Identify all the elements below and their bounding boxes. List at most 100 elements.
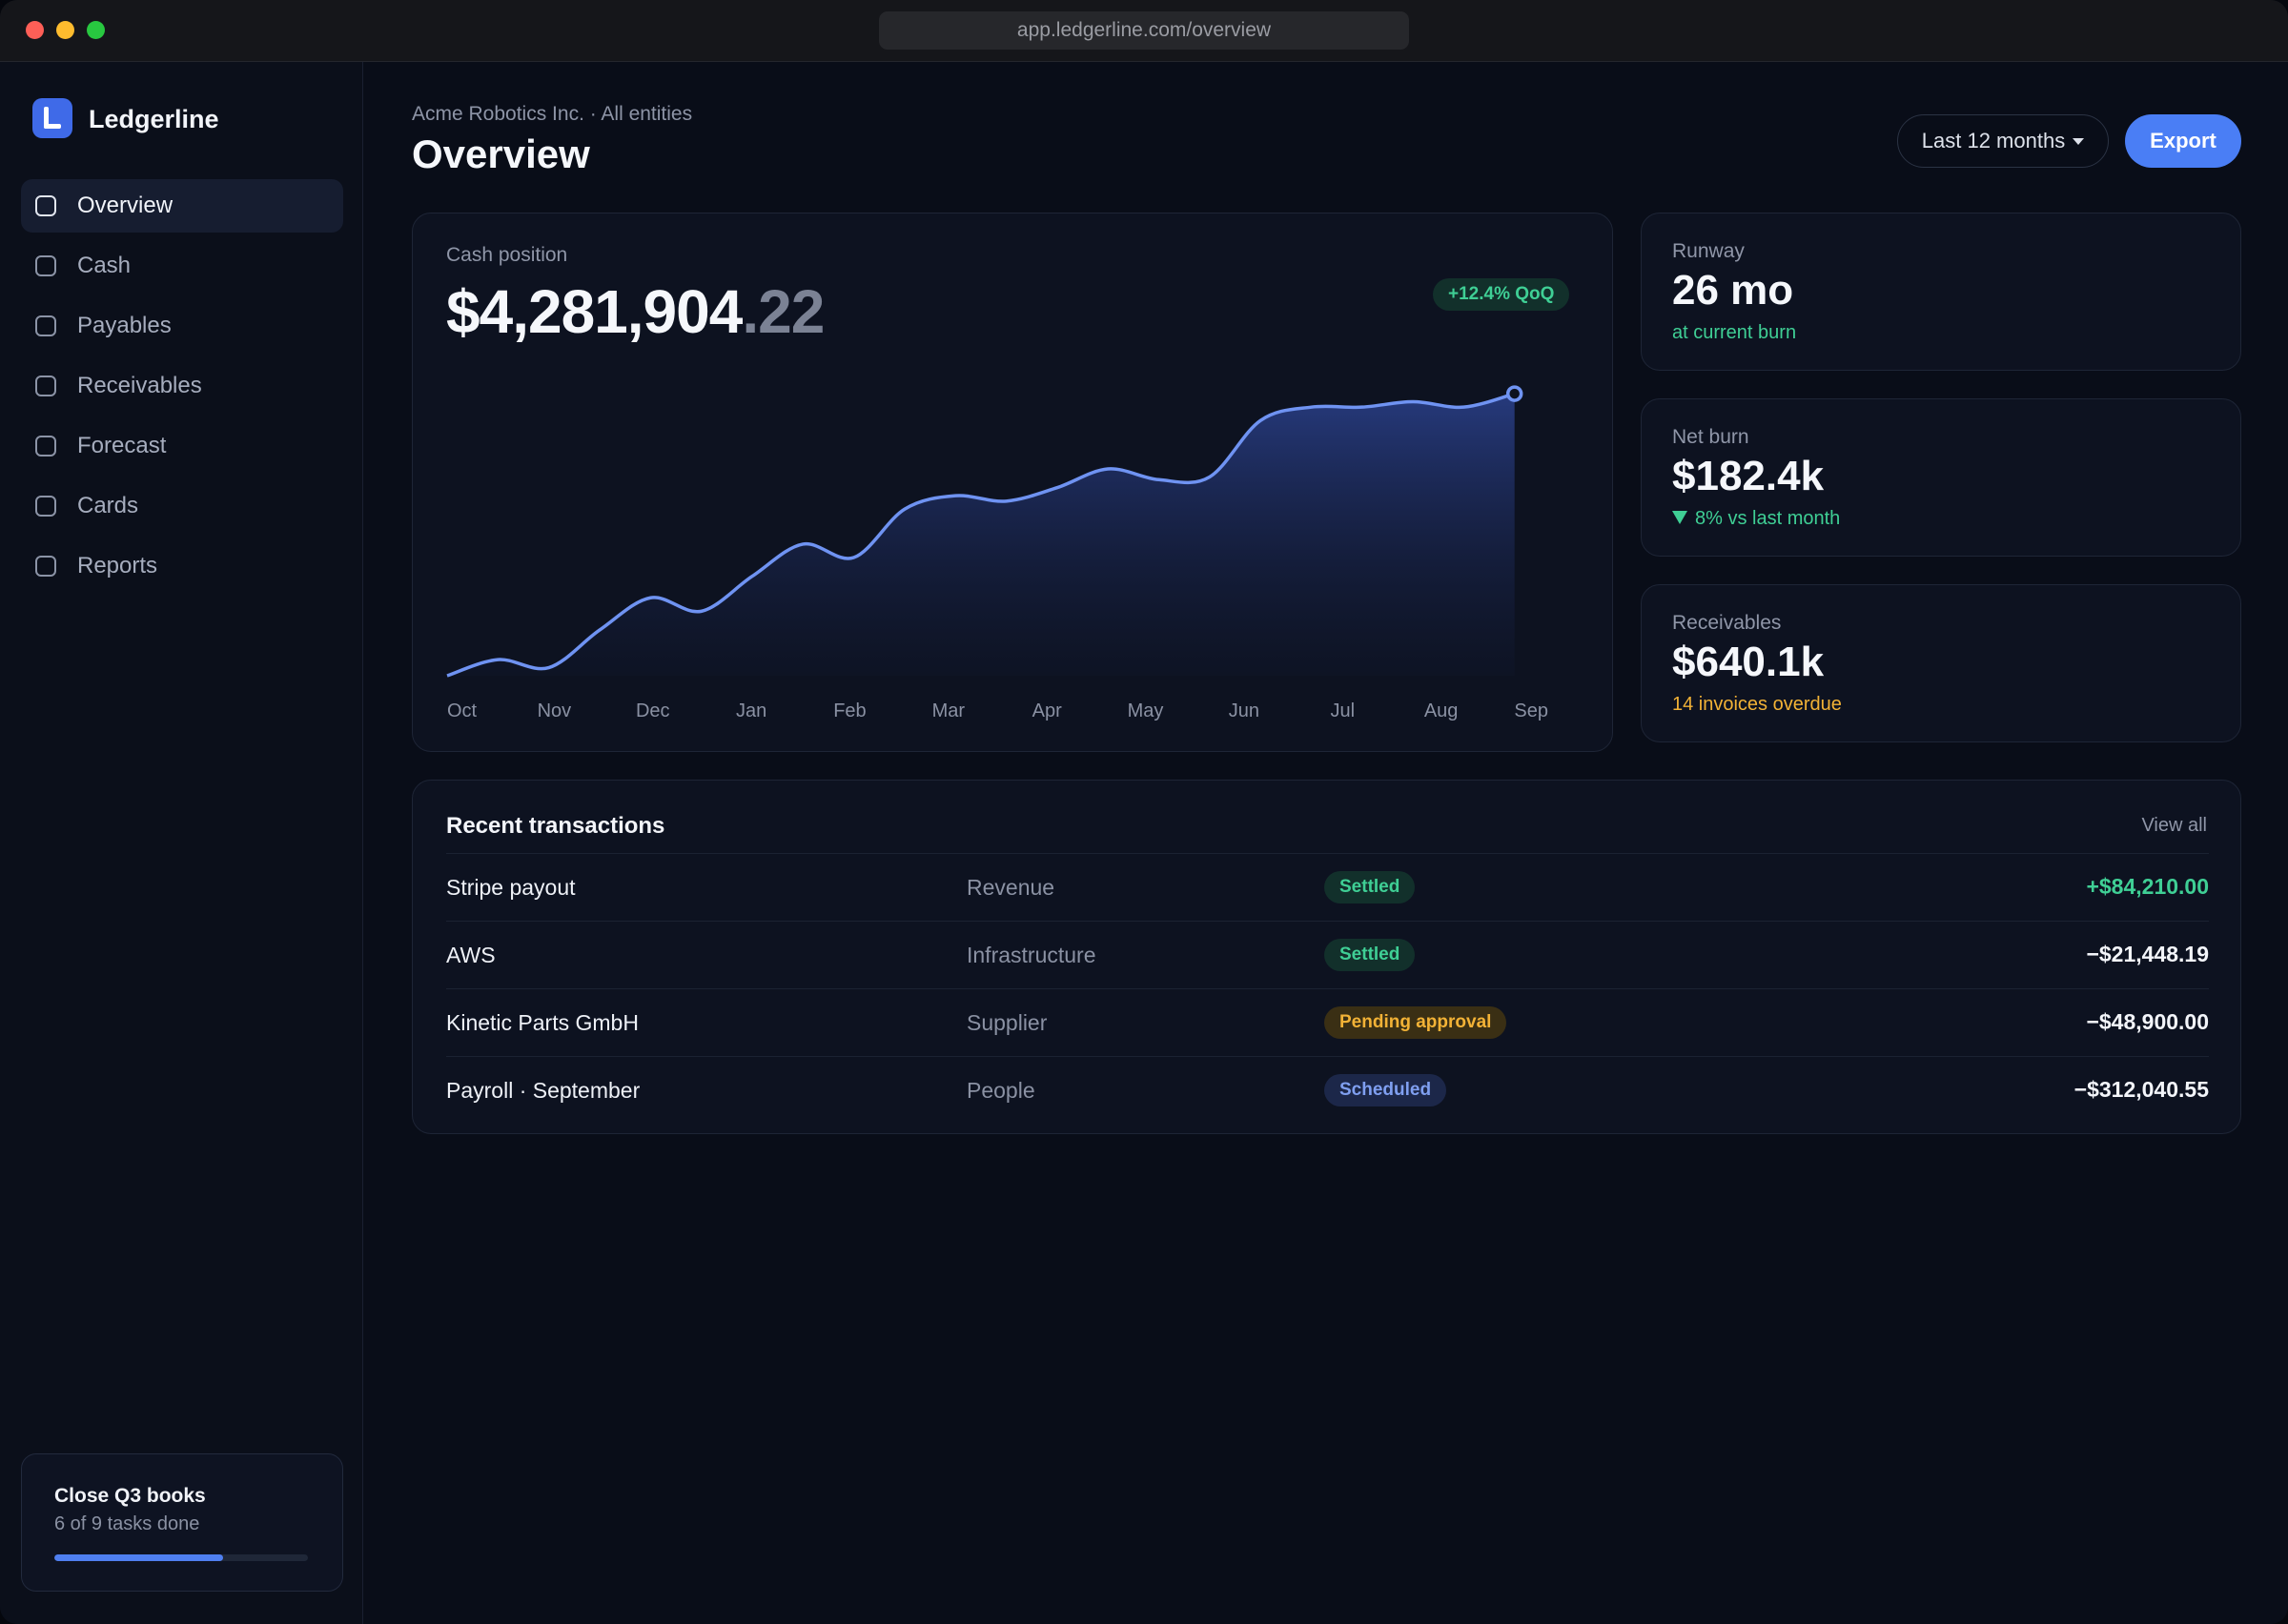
sidebar-item-label: Cash <box>77 253 132 278</box>
maximize-window-button[interactable] <box>87 21 105 39</box>
receivables-icon <box>35 376 56 396</box>
x-tick-label: Dec <box>636 700 670 721</box>
status-badge: Settled <box>1324 939 1416 971</box>
chart-end-point[interactable] <box>1505 385 1523 402</box>
qoq-change-badge: +12.4% QoQ <box>1433 278 1570 311</box>
view-all-link[interactable]: View all <box>2141 815 2207 836</box>
x-tick-label: Aug <box>1424 700 1459 721</box>
table-row[interactable]: AWS Infrastructure Settled −$21,448.19 <box>446 921 2209 988</box>
transactions-table: Stripe payout Revenue Settled +$84,210.0… <box>446 853 2209 1124</box>
chart-area-layer <box>446 385 1523 678</box>
x-tick-label: Jan <box>736 700 766 721</box>
cash-position-label: Cash position <box>446 244 568 266</box>
sidebar-item-receivables[interactable]: Receivables <box>21 359 343 413</box>
sidebar-item-label: Forecast <box>77 433 167 458</box>
cash-value-cents: .22 <box>742 277 825 346</box>
sidebar: Ledgerline Overview Cash Payables Receiv… <box>0 62 363 1624</box>
cash-value-main: $4,281,904 <box>446 277 743 346</box>
receivables-card: Receivables $640.1k 14 invoices overdue <box>1641 584 2241 742</box>
x-tick-label: Mar <box>932 700 966 721</box>
cash-position-card: Cash position $4,281,904.22 +12.4% QoQ O… <box>412 213 1613 752</box>
minimize-window-button[interactable] <box>56 21 74 39</box>
forecast-icon <box>35 436 56 457</box>
close-window-button[interactable] <box>26 21 44 39</box>
cards-icon <box>35 496 56 517</box>
sidebar-item-label: Overview <box>77 193 174 218</box>
sidebar-item-label: Payables <box>77 313 172 338</box>
sidebar-item-label: Cards <box>77 493 139 518</box>
brand-name: Ledgerline <box>89 105 219 133</box>
chart-area-fill <box>447 394 1515 676</box>
x-tick-label: Apr <box>1032 700 1062 721</box>
export-button[interactable]: Export <box>2125 114 2241 168</box>
chevron-down-icon <box>2073 137 2085 145</box>
sidebar-item-reports[interactable]: Reports <box>21 539 343 593</box>
status-badge: Scheduled <box>1324 1074 1447 1106</box>
sidebar-item-label: Reports <box>77 553 158 579</box>
date-range-label: Last 12 months <box>1921 129 2066 152</box>
task-progress-bar <box>54 1554 308 1561</box>
net-burn-note: 8% vs last month <box>1672 508 1840 530</box>
transaction-amount: −$21,448.19 <box>2086 942 2209 966</box>
sidebar-item-overview[interactable]: Overview <box>21 179 343 233</box>
task-subtitle: 6 of 9 tasks done <box>54 1513 200 1534</box>
receivables-label: Receivables <box>1672 612 1782 634</box>
table-row[interactable]: Kinetic Parts GmbH Supplier Pending appr… <box>446 988 2209 1056</box>
transaction-name: Payroll · September <box>446 1078 641 1103</box>
transactions-title: Recent transactions <box>446 813 665 839</box>
chart-x-axis-labels: Oct Nov Dec Jan Feb Mar Apr May Jun Jul Aug Sep <box>447 700 1548 721</box>
sidebar-item-forecast[interactable]: Forecast <box>21 419 343 473</box>
payables-icon <box>35 315 56 336</box>
net-burn-value: $182.4k <box>1672 453 1825 499</box>
transaction-category: Supplier <box>967 1010 1048 1035</box>
net-burn-label: Net burn <box>1672 426 1749 448</box>
x-tick-label: Feb <box>833 700 866 721</box>
cash-position-value: $4,281,904.22 <box>446 276 825 347</box>
transaction-category: Infrastructure <box>967 943 1096 967</box>
date-range-select[interactable]: Last 12 months <box>1897 114 2109 168</box>
transaction-name: Stripe payout <box>446 875 576 900</box>
net-burn-note-text: 8% vs last month <box>1695 508 1841 529</box>
receivables-note: 14 invoices overdue <box>1672 694 1842 715</box>
recent-transactions-card: Recent transactions View all Stripe payo… <box>412 780 2241 1134</box>
table-row[interactable]: Stripe payout Revenue Settled +$84,210.0… <box>446 853 2209 921</box>
cash-icon <box>35 255 56 276</box>
chart-series-line <box>446 392 1516 678</box>
x-tick-label: Nov <box>538 700 572 721</box>
x-tick-label: Oct <box>447 700 478 721</box>
transaction-name: AWS <box>446 943 496 967</box>
task-progress-fill <box>54 1554 224 1561</box>
task-progress-card[interactable]: Close Q3 books 6 of 9 tasks done <box>21 1453 343 1592</box>
reports-icon <box>35 556 56 577</box>
cash-area-chart: Oct Nov Dec Jan Feb Mar Apr May Jun Jul Aug Sep <box>446 385 1548 721</box>
page-title: Overview <box>412 132 590 176</box>
transaction-name: Kinetic Parts GmbH <box>446 1010 639 1035</box>
sidebar-item-cards[interactable]: Cards <box>21 479 343 533</box>
receivables-value: $640.1k <box>1672 639 1825 685</box>
x-tick-label: Jul <box>1330 700 1355 721</box>
runway-note: at current burn <box>1672 322 1797 343</box>
x-tick-label: Jun <box>1229 700 1259 721</box>
overview-icon <box>35 195 56 216</box>
breadcrumb: Acme Robotics Inc. · All entities <box>412 103 693 125</box>
sidebar-nav: Overview Cash Payables Receivables Forec… <box>21 179 343 599</box>
sidebar-item-payables[interactable]: Payables <box>21 299 343 353</box>
runway-value: 26 mo <box>1672 267 1794 314</box>
sidebar-item-cash[interactable]: Cash <box>21 239 343 293</box>
transaction-category: People <box>967 1078 1035 1103</box>
transaction-amount: −$48,900.00 <box>2086 1009 2209 1034</box>
net-burn-card: Net burn $182.4k 8% vs last month <box>1641 398 2241 557</box>
sidebar-item-label: Receivables <box>77 373 202 398</box>
transaction-amount: −$312,040.55 <box>2074 1077 2209 1102</box>
status-badge: Pending approval <box>1324 1006 1507 1039</box>
title-bar: app.ledgerline.com/overview <box>0 0 2288 62</box>
table-row[interactable]: Payroll · September People Scheduled −$3… <box>446 1056 2209 1124</box>
x-tick-label: May <box>1128 700 1164 721</box>
runway-card: Runway 26 mo at current burn <box>1641 213 2241 371</box>
status-badge: Settled <box>1324 871 1416 903</box>
ledgerline-logo-icon <box>32 98 72 138</box>
task-title: Close Q3 books <box>54 1485 206 1507</box>
url-bar[interactable]: app.ledgerline.com/overview <box>879 11 1409 50</box>
transaction-category: Revenue <box>967 875 1055 900</box>
